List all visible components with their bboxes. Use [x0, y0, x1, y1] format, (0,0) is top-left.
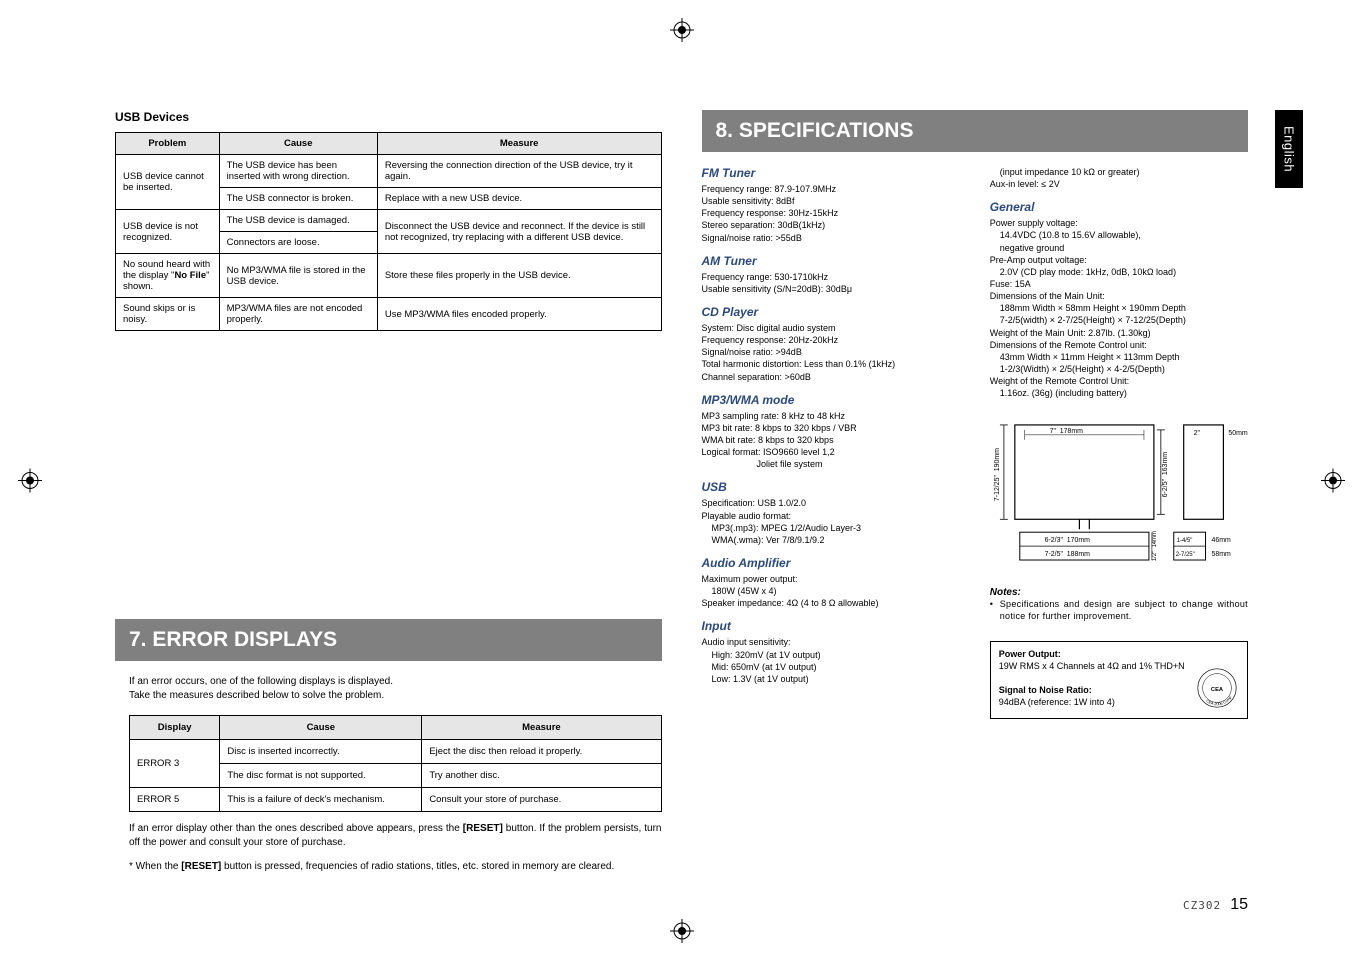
spec-amp-body: Maximum power output: 180W (45W x 4)Spea… [702, 573, 960, 609]
svg-text:7" 178mm: 7" 178mm [1049, 428, 1083, 435]
spec-mp3-body: MP3 sampling rate: 8 kHz to 48 kHzMP3 bi… [702, 410, 960, 471]
registration-mark-right [1321, 469, 1345, 496]
svg-text:2": 2" [1193, 430, 1200, 437]
err-cell: The disc format is not supported. [220, 764, 422, 788]
language-tab-text: English [1282, 126, 1297, 172]
registration-mark-bottom [670, 919, 694, 946]
footer-model: CZ302 [1183, 899, 1221, 912]
usb-cell: Store these files properly in the USB de… [377, 254, 661, 298]
svg-text:7-12/25" 190mm: 7-12/25" 190mm [994, 448, 1001, 501]
dimensions-diagram: 7-12/25" 190mm 7" 178mm 6-2/5" 163mm [990, 415, 1248, 574]
footer-page-number: 15 [1230, 896, 1248, 913]
usb-cell: No sound heard with the display "No File… [116, 254, 220, 298]
usb-table: Problem Cause Measure USB device cannot … [115, 132, 662, 331]
error-note-1: If an error display other than the ones … [129, 822, 662, 850]
spec-fm-h: FM Tuner [702, 166, 960, 180]
usb-th-problem: Problem [116, 133, 220, 155]
spec-general-body: Power supply voltage: 14.4VDC (10.8 to 1… [990, 217, 1248, 399]
spec-usb-h: USB [702, 480, 960, 494]
err-th-measure: Measure [422, 716, 661, 740]
registration-mark-left [18, 469, 42, 496]
usb-heading: USB Devices [115, 110, 662, 124]
err-cell: Disc is inserted incorrectly. [220, 740, 422, 764]
error-section-bar: 7. ERROR DISPLAYS [115, 619, 662, 661]
spec-usb-body: Specification: USB 1.0/2.0Playable audio… [702, 497, 960, 546]
err-cell: ERROR 5 [130, 788, 220, 812]
notes-body: Specifications and design are subject to… [990, 598, 1248, 622]
svg-text:6-2/5" 163mm: 6-2/5" 163mm [1162, 452, 1169, 497]
svg-text:46mm: 46mm [1211, 538, 1230, 545]
svg-text:CEA: CEA [1211, 686, 1223, 692]
spec-input-body: Audio input sensitivity: High: 320mV (at… [702, 636, 960, 685]
usb-cell: Use MP3/WMA files encoded properly. [377, 298, 661, 331]
error-intro: If an error occurs, one of the following… [129, 675, 662, 703]
usb-cell: Sound skips or is noisy. [116, 298, 220, 331]
usb-cell: Replace with a new USB device. [377, 188, 661, 210]
svg-text:50mm: 50mm [1228, 430, 1247, 437]
usb-cell: The USB connector is broken. [219, 188, 377, 210]
err-th-display: Display [130, 716, 220, 740]
err-cell: This is a failure of deck's mechanism. [220, 788, 422, 812]
spec-amp-h: Audio Amplifier [702, 556, 960, 570]
err-cell: Eject the disc then reload it properly. [422, 740, 661, 764]
cea-badge-icon: CEA CEA-2006 Compliant [1193, 664, 1241, 712]
err-th-cause: Cause [220, 716, 422, 740]
spec-am-h: AM Tuner [702, 254, 960, 268]
spec-input-top: (input impedance 10 kΩ or greater)Aux-in… [990, 166, 1248, 190]
err-cell: Consult your store of purchase. [422, 788, 661, 812]
usb-cell: USB device is not recognized. [116, 210, 220, 254]
usb-th-measure: Measure [377, 133, 661, 155]
spec-fm-body: Frequency range: 87.9-107.9MHzUsable sen… [702, 183, 960, 244]
spec-cd-body: System: Disc digital audio systemFrequen… [702, 322, 960, 383]
usb-cell: No MP3/WMA file is stored in the USB dev… [219, 254, 377, 298]
spec-input-h: Input [702, 619, 960, 633]
usb-th-cause: Cause [219, 133, 377, 155]
svg-text:58mm: 58mm [1211, 551, 1230, 558]
usb-cell: USB device cannot be inserted. [116, 155, 220, 210]
svg-text:1-4/5": 1-4/5" [1176, 539, 1192, 545]
notes-heading: Notes: [990, 587, 1248, 598]
error-table: Display Cause Measure ERROR 3 Disc is in… [129, 715, 662, 812]
spec-cd-h: CD Player [702, 305, 960, 319]
svg-text:2-7/25": 2-7/25" [1175, 552, 1194, 558]
page-footer: CZ302 15 [1183, 896, 1248, 914]
err-cell: Try another disc. [422, 764, 661, 788]
usb-cell: The USB device has been inserted with wr… [219, 155, 377, 188]
language-tab: English [1275, 110, 1303, 188]
usb-cell: Connectors are loose. [219, 232, 377, 254]
svg-text:7-2/5" 188mm: 7-2/5" 188mm [1044, 551, 1089, 558]
usb-cell: Disconnect the USB device and reconnect.… [377, 210, 661, 254]
spec-general-h: General [990, 200, 1248, 214]
svg-text:6-2/3" 170mm: 6-2/3" 170mm [1044, 538, 1089, 545]
usb-cell: MP3/WMA files are not encoded properly. [219, 298, 377, 331]
power-output-box: Power Output: 19W RMS x 4 Channels at 4Ω… [990, 641, 1248, 719]
registration-mark-top [670, 18, 694, 45]
error-note-2: * When the [RESET] button is pressed, fr… [129, 860, 662, 874]
svg-text:CEA-2006 Compliant: CEA-2006 Compliant [1193, 664, 1232, 706]
usb-cell: Reversing the connection direction of th… [377, 155, 661, 188]
spec-mp3-h: MP3/WMA mode [702, 393, 960, 407]
err-cell: ERROR 3 [130, 740, 220, 788]
spec-section-bar: 8. SPECIFICATIONS [702, 110, 1249, 152]
spec-am-body: Frequency range: 530-1710kHzUsable sensi… [702, 271, 960, 295]
svg-text:1/2" 14mm: 1/2" 14mm [1152, 531, 1158, 561]
usb-cell: The USB device is damaged. [219, 210, 377, 232]
